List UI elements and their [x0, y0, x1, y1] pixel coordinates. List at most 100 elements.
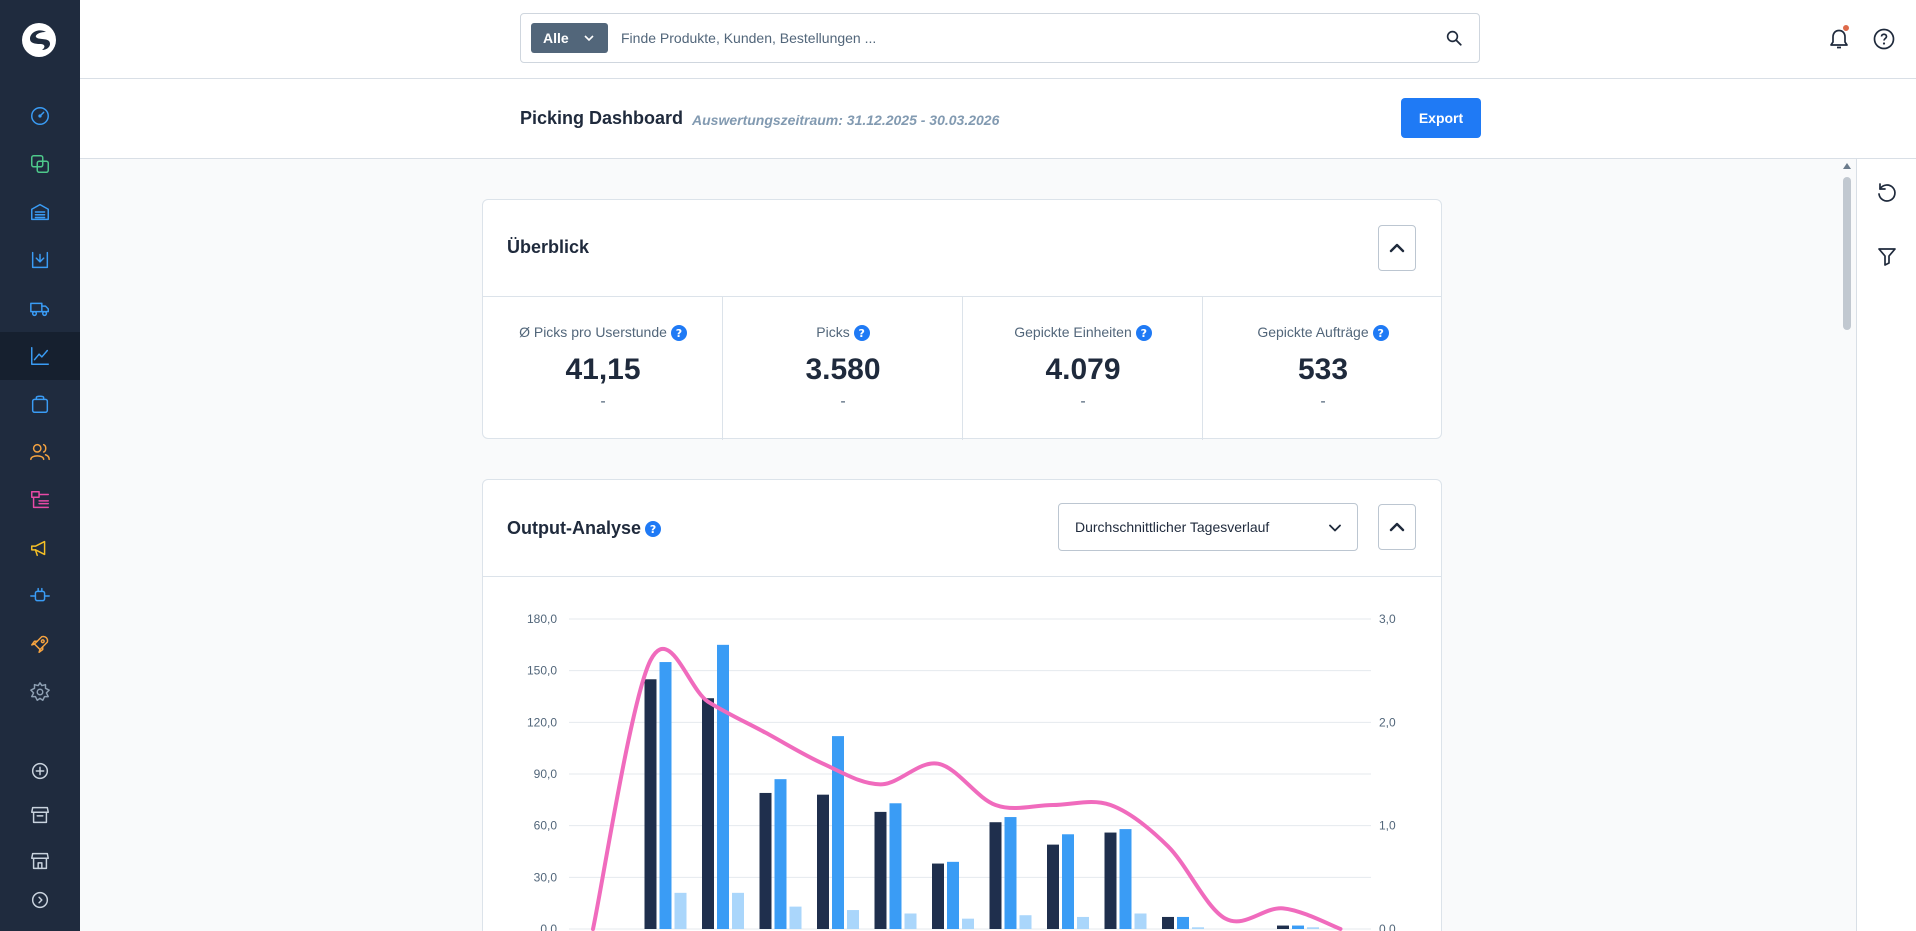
output-title-text: Output-Analyse	[507, 518, 642, 538]
bar-dark	[817, 794, 829, 929]
scroll-up-arrow-icon[interactable]	[1843, 163, 1851, 169]
filter-icon[interactable]	[1875, 244, 1899, 268]
chart-mode-value: Durchschnittlicher Tagesverlauf	[1075, 519, 1270, 535]
scrollbar[interactable]	[1840, 159, 1854, 931]
sidebar-item-sales-channel[interactable]	[0, 837, 80, 885]
sidebar-item-settings[interactable]	[0, 668, 80, 716]
bar-light	[847, 910, 859, 929]
users-icon	[30, 443, 50, 461]
search-input[interactable]	[621, 14, 1421, 62]
chart-line	[591, 647, 1343, 931]
chart-mode-select[interactable]: Durchschnittlicher Tagesverlauf	[1058, 503, 1358, 551]
bar-blue	[1177, 916, 1189, 929]
bar-dark	[1277, 925, 1289, 929]
kpi-divider	[1202, 297, 1203, 440]
plug-icon	[30, 587, 50, 602]
y-left-tick-label: 180,0	[527, 612, 557, 626]
bar-blue	[947, 861, 959, 929]
sidebar-item-content[interactable]	[0, 476, 80, 524]
bar-dark	[1047, 844, 1059, 929]
sidebar-item-catalog[interactable]	[0, 140, 80, 188]
info-icon[interactable]: ?	[1135, 325, 1152, 342]
divider	[483, 576, 1441, 577]
warehouse-icon	[31, 203, 49, 221]
sidebar-expand[interactable]	[0, 876, 80, 924]
kpi-picks-per-user-hour: Ø Picks pro Userstunde? 41,15 -	[483, 297, 723, 440]
bar-dark	[932, 863, 944, 929]
search-type-label: Alle	[543, 30, 569, 46]
kpi-label: Ø Picks pro Userstunde?	[483, 324, 723, 342]
kpi-label: Gepickte Aufträge?	[1203, 324, 1443, 342]
chevron-down-icon	[1329, 524, 1341, 532]
bar-dark	[1162, 916, 1174, 929]
export-button[interactable]: Export	[1401, 98, 1481, 138]
overview-collapse-button[interactable]	[1378, 225, 1416, 271]
plus-circle-icon	[31, 762, 49, 780]
y-right-tick-label: 3,0	[1379, 612, 1396, 626]
search-icon[interactable]	[1445, 29, 1463, 47]
y-axis-left: 180,0 150,0 120,0 90,0 60,0 30,0 0,0	[527, 612, 557, 931]
kpi-picked-units: Gepickte Einheiten? 4.079 -	[963, 297, 1203, 440]
app-logo[interactable]	[19, 20, 59, 60]
bar-blue	[717, 644, 729, 929]
kpi-divider	[962, 297, 963, 440]
sidebar-item-shipping[interactable]	[0, 284, 80, 332]
global-search: Alle	[520, 13, 1480, 63]
info-icon[interactable]: ?	[1372, 325, 1389, 342]
output-collapse-button[interactable]	[1378, 504, 1416, 550]
search-type-select[interactable]: Alle	[531, 23, 608, 53]
bar-light	[962, 918, 974, 929]
chart-bars	[644, 644, 1319, 929]
bar-light	[1134, 913, 1147, 929]
megaphone-icon	[31, 540, 46, 557]
kpi-comparison: -	[600, 393, 606, 410]
kpi-label-text: Ø Picks pro Userstunde	[519, 324, 667, 340]
bar-light	[1077, 916, 1089, 929]
sidebar-item-warehouse[interactable]	[0, 188, 80, 236]
kpi-comparison: -	[1320, 393, 1326, 410]
help-icon[interactable]	[1872, 27, 1896, 51]
y-axis-right: 3,0 2,0 1,0 0,0	[1379, 612, 1396, 931]
logo-icon	[22, 23, 56, 57]
bell-icon[interactable]	[1827, 27, 1851, 51]
list-icon	[31, 491, 49, 509]
bar-dark	[1104, 832, 1117, 929]
bar-dark	[702, 698, 714, 929]
sidebar-item-dashboard[interactable]	[0, 92, 80, 140]
y-right-tick-label: 0,0	[1379, 922, 1396, 931]
kpi-value: 41,15	[565, 353, 641, 386]
info-icon[interactable]: ?	[645, 521, 662, 538]
top-bar: Alle	[80, 0, 1916, 79]
kpi-value: 4.079	[1045, 353, 1121, 386]
sidebar-item-marketing[interactable]	[0, 524, 80, 572]
info-icon[interactable]: ?	[670, 325, 687, 342]
y-left-tick-label: 0,0	[540, 922, 557, 931]
refresh-icon[interactable]	[1875, 181, 1899, 205]
bar-dark	[874, 811, 887, 929]
info-icon[interactable]: ?	[853, 325, 870, 342]
chevron-up-icon	[1389, 522, 1405, 532]
gear-icon	[30, 682, 50, 701]
sidebar-item-orders[interactable]	[0, 380, 80, 428]
scroll-thumb[interactable]	[1843, 177, 1851, 330]
chart-grid	[569, 618, 1371, 930]
kpi-label-text: Gepickte Einheiten	[1014, 324, 1132, 340]
sidebar-item-getting-started[interactable]	[0, 620, 80, 668]
kpi-divider	[722, 297, 723, 440]
sidebar-item-inbound[interactable]	[0, 236, 80, 284]
y-left-tick-label: 150,0	[527, 664, 557, 678]
bar-blue	[832, 736, 844, 929]
shopping-bag-icon	[31, 395, 49, 413]
output-title: Output-Analyse?	[507, 518, 662, 539]
sidebar-item-analytics[interactable]	[0, 332, 80, 380]
sidebar-item-customers[interactable]	[0, 428, 80, 476]
sidebar-item-add[interactable]	[0, 747, 80, 795]
sidebar-item-storefront[interactable]	[0, 791, 80, 839]
sidebar-item-extensions[interactable]	[0, 572, 80, 620]
kpi-label-text: Picks	[816, 324, 850, 340]
output-analysis-card: Output-Analyse? Durchschnittlicher Tages…	[482, 479, 1442, 931]
bar-light	[732, 892, 744, 929]
copy-icon	[31, 155, 49, 173]
kpi-comparison: -	[840, 393, 846, 410]
bar-light	[904, 913, 917, 929]
